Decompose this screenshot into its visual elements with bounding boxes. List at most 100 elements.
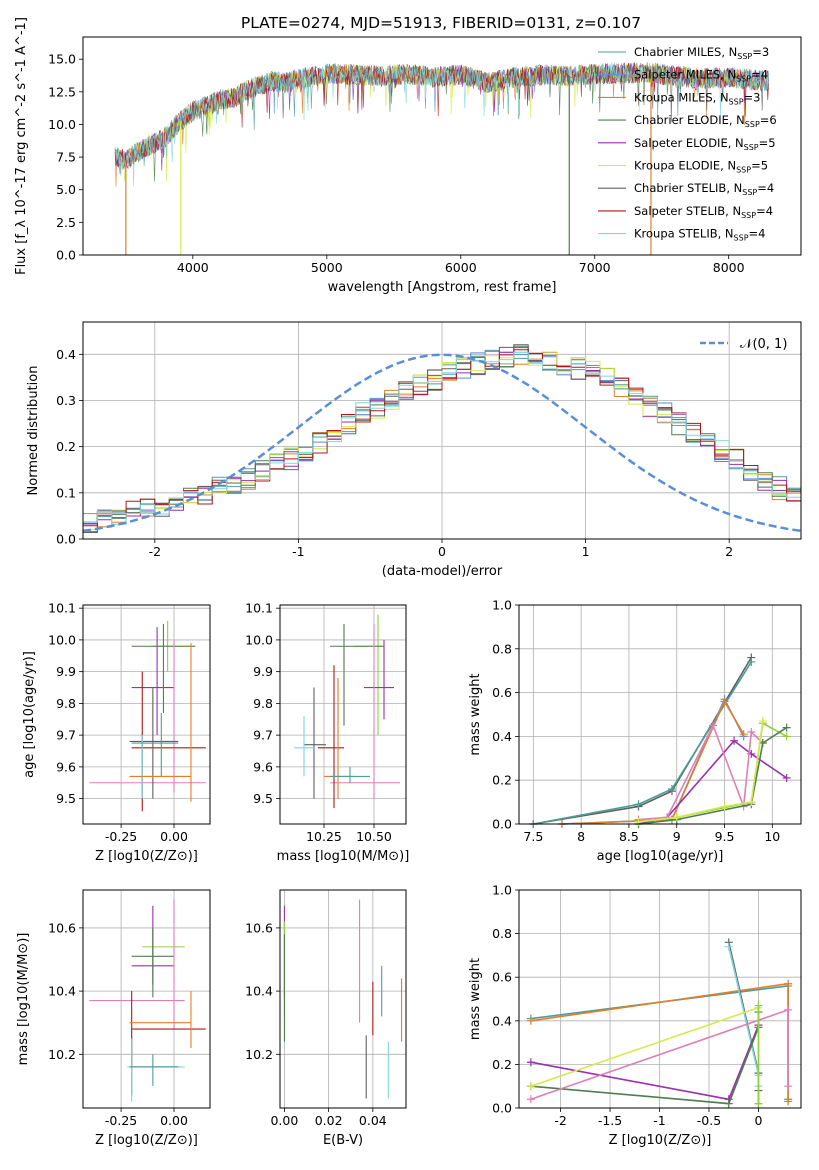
residual-ytick-label: 0.2: [56, 439, 76, 454]
spectrum-legend: Chabrier MILES, NSSP=3 Salpeter MILES, NS…: [598, 45, 777, 243]
massweight-marker: [709, 721, 718, 730]
mass_vs_Z-frame: [82, 889, 211, 1109]
legend-label: Kroupa STELIB, NSSP=4: [634, 227, 765, 243]
legend-label: Chabrier STELIB, NSSP=4: [634, 181, 774, 197]
residual-step-series: [83, 349, 801, 527]
age-vs-z-axes: -0.25 0.00 9.5 9.6 9.7 9.8 9.9 10.0 10.1 Z [log10…: [22, 601, 210, 864]
massweight-marker: [724, 942, 733, 951]
mw-vs-age-xtick-label: 8.5: [619, 829, 639, 844]
legend-label: Salpeter MILES, NSSP=4: [634, 68, 768, 84]
age-vs-z-errorbars: [89, 620, 206, 812]
mw-vs-age-ytick-label: 1.0: [492, 598, 512, 613]
residual-xtick-label: -2: [149, 544, 161, 559]
age-vs-z-xtick-label: 0.00: [160, 829, 188, 844]
spectrum-xlabel: wavelength [Angstrom, rest frame]: [328, 280, 557, 295]
massweight-marker: [782, 723, 791, 732]
residual-step-series: [83, 344, 801, 533]
massweight-marker: [782, 774, 791, 783]
mw-vs-z-ytick-label: 0.4: [492, 1013, 512, 1028]
mw-vs-z-ylabel: mass weight: [468, 958, 483, 1040]
mw-vs-age-xtick-label: 9.5: [715, 829, 735, 844]
massweight_vs_age-frame: [518, 604, 802, 825]
spectrum-ytick-label: 2.5: [56, 215, 76, 230]
mass-vs-ebv-axes: 0.00 0.02 0.04 10.2 10.4 10.6 E(B-V): [245, 890, 406, 1148]
spectrum-lines: [114, 62, 769, 255]
mass-vs-ebv-ytick-label: 10.4: [245, 984, 273, 999]
mw-vs-age-ylabel: mass weight: [468, 673, 483, 755]
massweight-marker: [758, 717, 767, 726]
residual-xtick-label: 0: [438, 544, 446, 559]
mw-vs-age-ytick-label: 0.4: [492, 729, 512, 744]
residual-xlabel: (data-model)/error: [382, 564, 503, 579]
age-vs-mass-xtick-label: 10.50: [356, 829, 392, 844]
legend-label: Chabrier ELODIE, NSSP=6: [634, 113, 777, 129]
massweight-line: [638, 722, 788, 823]
age-vs-z-xtick-label: -0.25: [105, 829, 137, 844]
age-vs-z-ytick-label: 10.0: [48, 632, 76, 647]
mass-vs-ebv-xtick-label: 0.02: [315, 1113, 343, 1128]
residual-ytick-label: 0.3: [56, 393, 76, 408]
residual-steps: [83, 344, 801, 533]
mw-vs-age-xlabel: age [log10(age/yr)]: [597, 849, 724, 864]
mw-vs-z-ytick-label: 0.0: [492, 1101, 512, 1116]
spectrum-series-line: [114, 62, 769, 187]
residual-ylabel: Normed distribution: [26, 366, 41, 496]
massweight-marker: [784, 979, 793, 988]
massweight-marker: [526, 1058, 535, 1067]
spectrum-xtick-label: 8000: [713, 260, 745, 275]
mw-vs-age-ytick-label: 0.6: [492, 685, 512, 700]
massweight-line: [533, 661, 752, 825]
age-vs-mass-axes: 10.25 10.50 9.5 9.6 9.7 9.8 9.9 10.0 10.1 mass [l…: [245, 601, 409, 864]
massweight_vs_Z-frame: [518, 889, 802, 1109]
spectrum-ylabel: Flux [f_λ 10^-17 erg cm^-2 s^-1 A^-1]: [14, 17, 29, 275]
legend-label: Salpeter ELODIE, NSSP=5: [634, 136, 776, 152]
age-vs-mass-errorbars: [294, 614, 400, 809]
mw-vs-age-lines: [529, 653, 791, 828]
mw-vs-age-xtick-label: 9: [673, 829, 681, 844]
massweight-marker: [784, 1005, 793, 1014]
massweight-marker: [526, 1016, 535, 1025]
mw-vs-z-ytick-label: 0.2: [492, 1057, 512, 1072]
mass_vs_EBV-frame: [279, 889, 407, 1109]
mw-vs-age-ytick-label: 0.2: [492, 773, 512, 788]
mw-vs-z-ytick-label: 0.6: [492, 970, 512, 985]
residual_hist-frame: [82, 321, 802, 540]
mass-vs-z-xlabel: Z [log10(Z/Z⊙)]: [95, 1133, 198, 1148]
massweight-marker: [747, 728, 756, 737]
mass-vs-ebv-xtick-label: 0.04: [359, 1113, 387, 1128]
legend-label: Kroupa MILES, NSSP=3: [634, 90, 760, 106]
age-vs-z-ytick-label: 9.5: [56, 791, 76, 806]
spectrum-xtick-label: 4000: [177, 260, 209, 275]
massweight-marker: [526, 1082, 535, 1091]
massweight-marker: [754, 1099, 763, 1108]
massweight-marker: [667, 784, 676, 793]
plots-layer: 4000 5000 6000 7000 80000.02.55.07.510.012.5…: [14, 17, 802, 1148]
spectrum-ytick-label: 0.0: [56, 248, 76, 263]
mw-vs-z-xtick-label: -1: [653, 1113, 665, 1128]
spectrum-ytick-label: 12.5: [48, 84, 76, 99]
age-vs-z-ylabel: age [log10(age/yr)]: [22, 651, 37, 778]
mw-vs-age-xtick-label: 8: [577, 829, 585, 844]
massweight-marker: [730, 736, 739, 745]
massweight-marker: [739, 730, 748, 739]
gaussian-curve: [83, 353, 801, 533]
residual-xtick-label: 2: [725, 544, 733, 559]
spectrum-frame: [82, 36, 802, 256]
mass-vs-z-ylabel: mass [log10(M/M⊙)]: [16, 933, 31, 1066]
age_vs_mass-frame: [279, 604, 407, 825]
massweight-line: [561, 699, 745, 825]
massweight-marker: [724, 1099, 733, 1108]
massweight-marker: [784, 1097, 793, 1106]
age-vs-mass-ytick-label: 10.1: [245, 601, 273, 616]
massweight-line: [530, 1012, 760, 1105]
mw-vs-z-xtick-label: -1.5: [598, 1113, 622, 1128]
massweight-marker: [526, 1095, 535, 1104]
mass-vs-z-ytick-label: 10.6: [48, 920, 76, 935]
mw-vs-z-xtick-label: -0.5: [697, 1113, 721, 1128]
spectrum-ytick-label: 15.0: [48, 52, 76, 67]
mass-vs-z-xtick-label: 0.00: [160, 1113, 188, 1128]
residual-ytick-label: 0.1: [56, 485, 76, 500]
age-vs-z-ytick-label: 10.1: [48, 601, 76, 616]
mass-vs-ebv-ytick-label: 10.6: [245, 920, 273, 935]
